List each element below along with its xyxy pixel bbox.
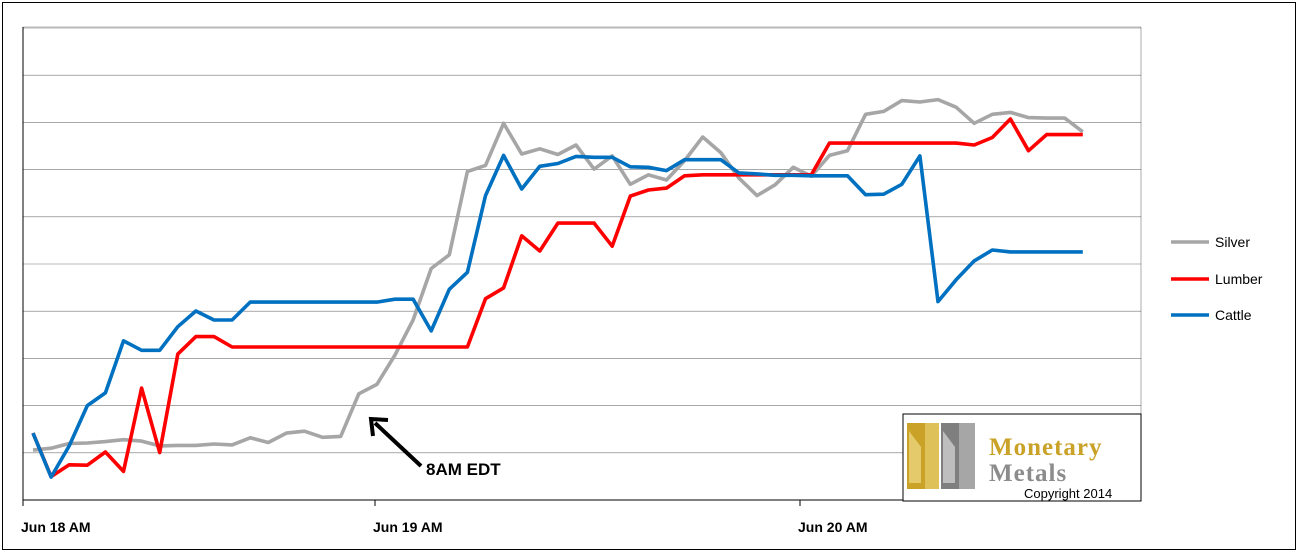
annotation-arrow-head: [368, 416, 389, 437]
series-lines: [31, 97, 1084, 479]
series-line-cattle: [31, 153, 1083, 479]
x-tick-label: Jun 18 AM: [21, 519, 91, 535]
series-line-lumber: [31, 117, 1083, 479]
x-tick-label: Jun 20 AM: [798, 519, 868, 535]
line-chart: Jun 18 AM Jun 19 AM Jun 20 AM 8AM EDT Silv…: [21, 26, 1263, 535]
x-axis-ticks: Jun 18 AM Jun 19 AM Jun 20 AM: [21, 500, 868, 535]
logo-line2: Metals: [989, 460, 1067, 487]
logo-box: Monetary Metals Copyright 2014: [902, 413, 1142, 502]
legend-label-lumber: Lumber: [1215, 271, 1263, 287]
annotation-label: 8AM EDT: [426, 460, 501, 479]
annotation-arrow-shaft: [373, 421, 423, 468]
x-tick-label: Jun 19 AM: [373, 519, 443, 535]
copyright-text: Copyright 2014: [1024, 486, 1112, 501]
legend: Silver Lumber Cattle: [1171, 234, 1263, 323]
annotation: 8AM EDT: [368, 416, 501, 479]
mm-logo-icon: [907, 423, 975, 489]
logo-line1: Monetary: [989, 434, 1103, 461]
legend-label-silver: Silver: [1215, 234, 1250, 250]
series-line-silver: [32, 97, 1084, 452]
gridlines: [23, 27, 1141, 454]
legend-label-cattle: Cattle: [1215, 307, 1252, 323]
